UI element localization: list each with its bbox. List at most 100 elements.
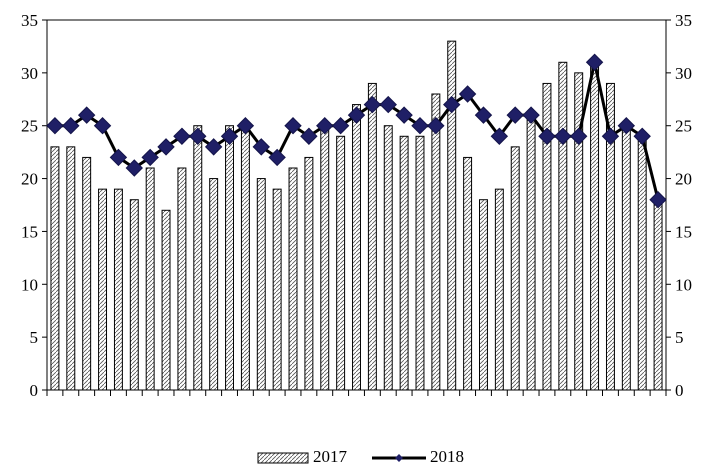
- y-tick-label-left: 20: [21, 170, 38, 189]
- y-tick-label-left: 30: [21, 64, 38, 83]
- bar-2017: [558, 61, 568, 391]
- marker-2018: [109, 148, 128, 167]
- marker-2018: [443, 95, 461, 114]
- bar-2017: [320, 125, 330, 391]
- y-tick-label-right: 15: [675, 222, 692, 241]
- y-tick-label-right: 5: [675, 328, 684, 347]
- marker-2018: [204, 138, 223, 156]
- marker-2018: [506, 106, 524, 124]
- marker-2018: [649, 191, 667, 209]
- marker-2018: [379, 95, 397, 114]
- bar-2017: [336, 135, 346, 391]
- bar-2017: [574, 72, 584, 391]
- bar-2017: [399, 135, 409, 391]
- bar-2017: [367, 82, 377, 391]
- marker-2018: [363, 95, 382, 114]
- y-tick-label-left: 10: [21, 275, 38, 294]
- bar-2017: [304, 156, 314, 391]
- marker-2018: [316, 117, 334, 135]
- y-tick-label-left: 0: [30, 381, 39, 400]
- marker-2018: [157, 138, 175, 156]
- marker-2018: [458, 85, 477, 103]
- legend-swatch-2017: [257, 452, 309, 464]
- bar-2017: [82, 156, 92, 391]
- marker-2018: [347, 106, 366, 124]
- marker-2018: [569, 127, 588, 145]
- y-tick-label-right: 30: [675, 64, 692, 83]
- y-tick-label-right: 0: [675, 381, 684, 400]
- bar-2017: [288, 167, 298, 391]
- bar-2017: [605, 82, 615, 391]
- marker-2018: [189, 127, 207, 145]
- legend: 2017 2018: [257, 447, 464, 466]
- bar-2017: [637, 135, 647, 391]
- marker-2018: [538, 127, 556, 145]
- y-tick-label-right: 20: [675, 170, 692, 189]
- bar-2017: [590, 61, 600, 391]
- legend-marker-2018: [395, 454, 403, 462]
- bar-2017: [653, 199, 663, 391]
- y-tick-label-left: 35: [21, 11, 38, 30]
- marker-2018: [125, 159, 144, 177]
- marker-2018: [522, 106, 540, 124]
- bar-2017: [177, 167, 187, 391]
- marker-2018: [141, 148, 159, 167]
- bar-2017: [113, 188, 123, 391]
- bar-2017: [98, 188, 108, 391]
- bar-2017: [225, 125, 234, 391]
- y-tick-label-left: 5: [30, 328, 39, 347]
- marker-2018: [395, 106, 413, 124]
- bar-2017: [161, 209, 171, 391]
- marker-2018: [554, 127, 572, 145]
- y-tick-label-right: 35: [675, 11, 692, 30]
- marker-2018: [236, 117, 255, 135]
- marker-2018: [411, 117, 429, 135]
- marker-2018: [268, 148, 286, 167]
- bar-2017: [145, 167, 155, 391]
- y-tick-label-left: 25: [21, 117, 38, 136]
- bar-2017: [50, 146, 60, 391]
- marker-2018: [427, 117, 445, 135]
- marker-2018: [62, 117, 80, 135]
- marker-2018: [93, 117, 112, 135]
- marker-2018: [252, 138, 270, 156]
- bar-2017: [542, 82, 552, 391]
- marker-2018: [585, 53, 604, 71]
- bar-2017: [272, 188, 282, 391]
- marker-2018: [490, 127, 509, 145]
- bar-2017: [66, 146, 76, 391]
- marker-2018: [474, 106, 493, 124]
- bar-2017: [431, 93, 441, 391]
- bar-2017: [447, 40, 457, 391]
- bar-2017: [415, 135, 425, 391]
- marker-2018: [46, 117, 64, 135]
- marker-2018: [331, 117, 350, 135]
- bar-2017: [510, 146, 520, 391]
- marker-2018: [601, 127, 620, 145]
- bar-2017: [129, 199, 139, 391]
- bar-2017: [209, 178, 219, 391]
- y-tick-label-left: 15: [21, 222, 38, 241]
- bar-2017: [494, 188, 504, 391]
- bar-2017: [383, 125, 393, 391]
- legend-label-2018: 2018: [430, 447, 464, 466]
- marker-2018: [220, 127, 239, 145]
- bar-2017: [256, 178, 266, 391]
- bar-2017: [352, 104, 361, 391]
- bar-2017: [526, 114, 536, 391]
- bar-2017: [240, 125, 250, 391]
- y-tick-label-right: 10: [675, 275, 692, 294]
- bar-2017: [479, 199, 488, 391]
- marker-2018: [284, 117, 302, 135]
- marker-2018: [300, 127, 318, 145]
- bar-2017: [193, 125, 203, 391]
- marker-2018: [617, 117, 636, 135]
- y-tick-label-right: 25: [675, 117, 692, 136]
- marker-2018: [173, 127, 191, 145]
- legend-label-2017: 2017: [313, 447, 348, 466]
- marker-2018: [633, 127, 651, 145]
- bar-2017: [463, 156, 473, 391]
- marker-2018: [77, 106, 96, 124]
